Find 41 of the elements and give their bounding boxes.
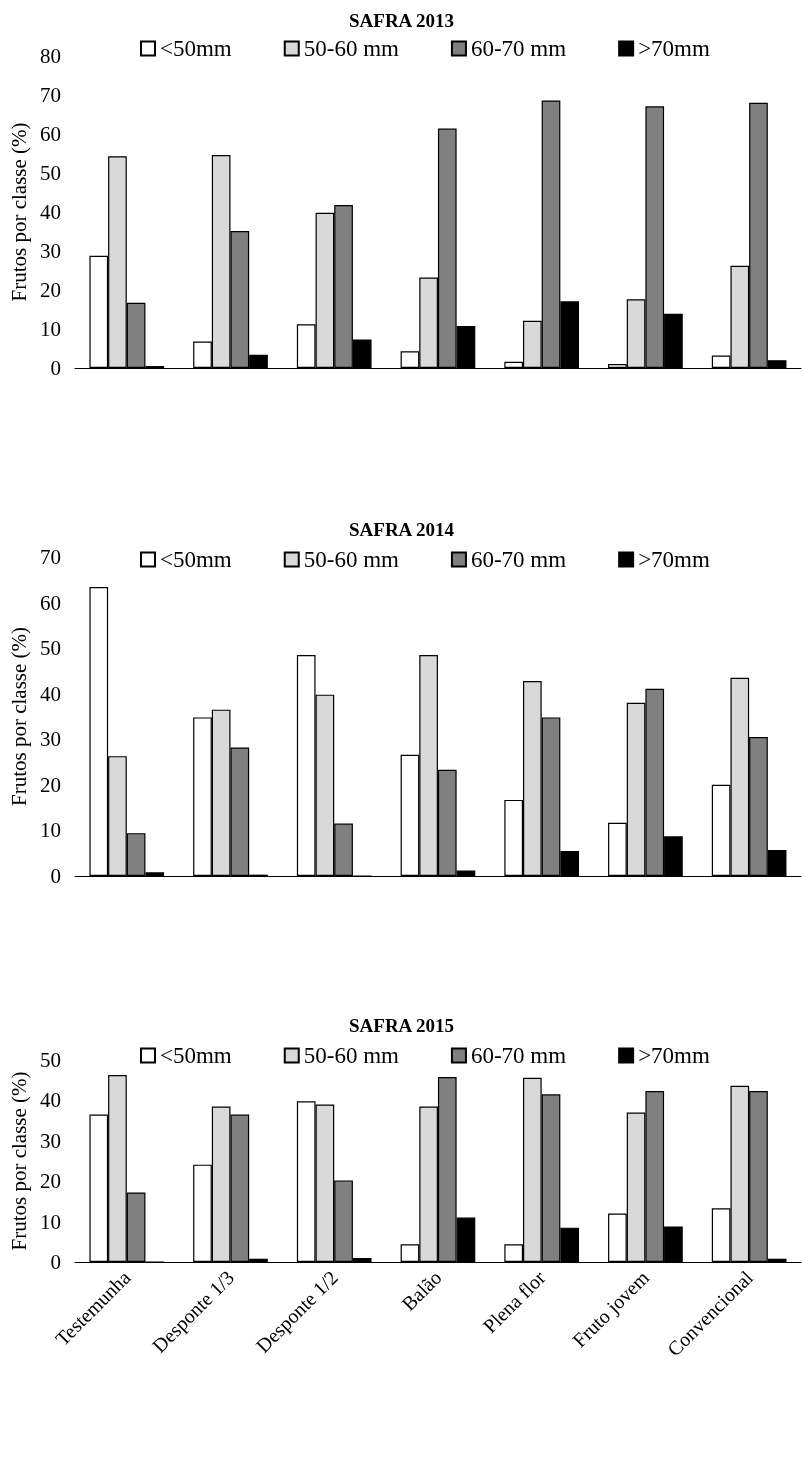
legend-label: 50-60 mm	[303, 36, 400, 61]
legend-label: <50mm	[160, 36, 232, 61]
y-tick-label: 60	[39, 590, 61, 615]
legend-label: 60-70 mm	[470, 547, 567, 572]
legend-label: 60-70 mm	[470, 36, 567, 61]
y-axis-title: Frutos por classe (%)	[6, 1071, 31, 1251]
y-tick-label: 70	[39, 83, 61, 107]
y-axis-title: Frutos por classe (%)	[6, 626, 31, 807]
y-tick-label: 50	[39, 1048, 61, 1072]
y-tick-label: 50	[39, 161, 61, 185]
y-tick-label: 30	[39, 239, 61, 263]
y-tick-label: 50	[39, 636, 61, 661]
chart-title: SAFRA 2014	[348, 519, 455, 540]
legend-label: 60-70 mm	[470, 1043, 567, 1068]
y-tick-label: 40	[39, 1088, 61, 1113]
legend-label: <50mm	[160, 1043, 232, 1068]
chart-title: SAFRA 2013	[348, 10, 455, 31]
y-tick-label: 30	[39, 1128, 61, 1153]
y-tick-label: 0	[50, 356, 61, 380]
legend-label: 50-60 mm	[303, 547, 400, 572]
legend-label: 50-60 mm	[303, 1043, 400, 1068]
y-axis-title: Frutos por classe (%)	[6, 122, 31, 302]
legend-label: <50mm	[160, 547, 232, 572]
y-tick-label: 20	[39, 1169, 61, 1194]
y-tick-label: 0	[50, 864, 61, 888]
y-tick-label: 10	[39, 1209, 61, 1234]
y-tick-label: 60	[39, 122, 61, 146]
y-tick-label: 10	[39, 317, 61, 341]
y-tick-label: 40	[39, 200, 61, 224]
y-tick-label: 20	[39, 278, 61, 302]
legend-label: >70mm	[638, 1043, 710, 1068]
y-tick-label: 30	[39, 727, 61, 752]
y-tick-label: 20	[39, 772, 61, 797]
y-tick-label: 0	[50, 1250, 61, 1274]
y-tick-label: 10	[39, 818, 61, 843]
chart-title: SAFRA 2015	[348, 1015, 455, 1036]
y-tick-label: 70	[39, 545, 61, 569]
y-tick-label: 40	[39, 681, 61, 706]
legend-label: >70mm	[638, 547, 710, 572]
y-tick-label: 80	[39, 44, 61, 68]
legend-label: >70mm	[638, 36, 710, 61]
